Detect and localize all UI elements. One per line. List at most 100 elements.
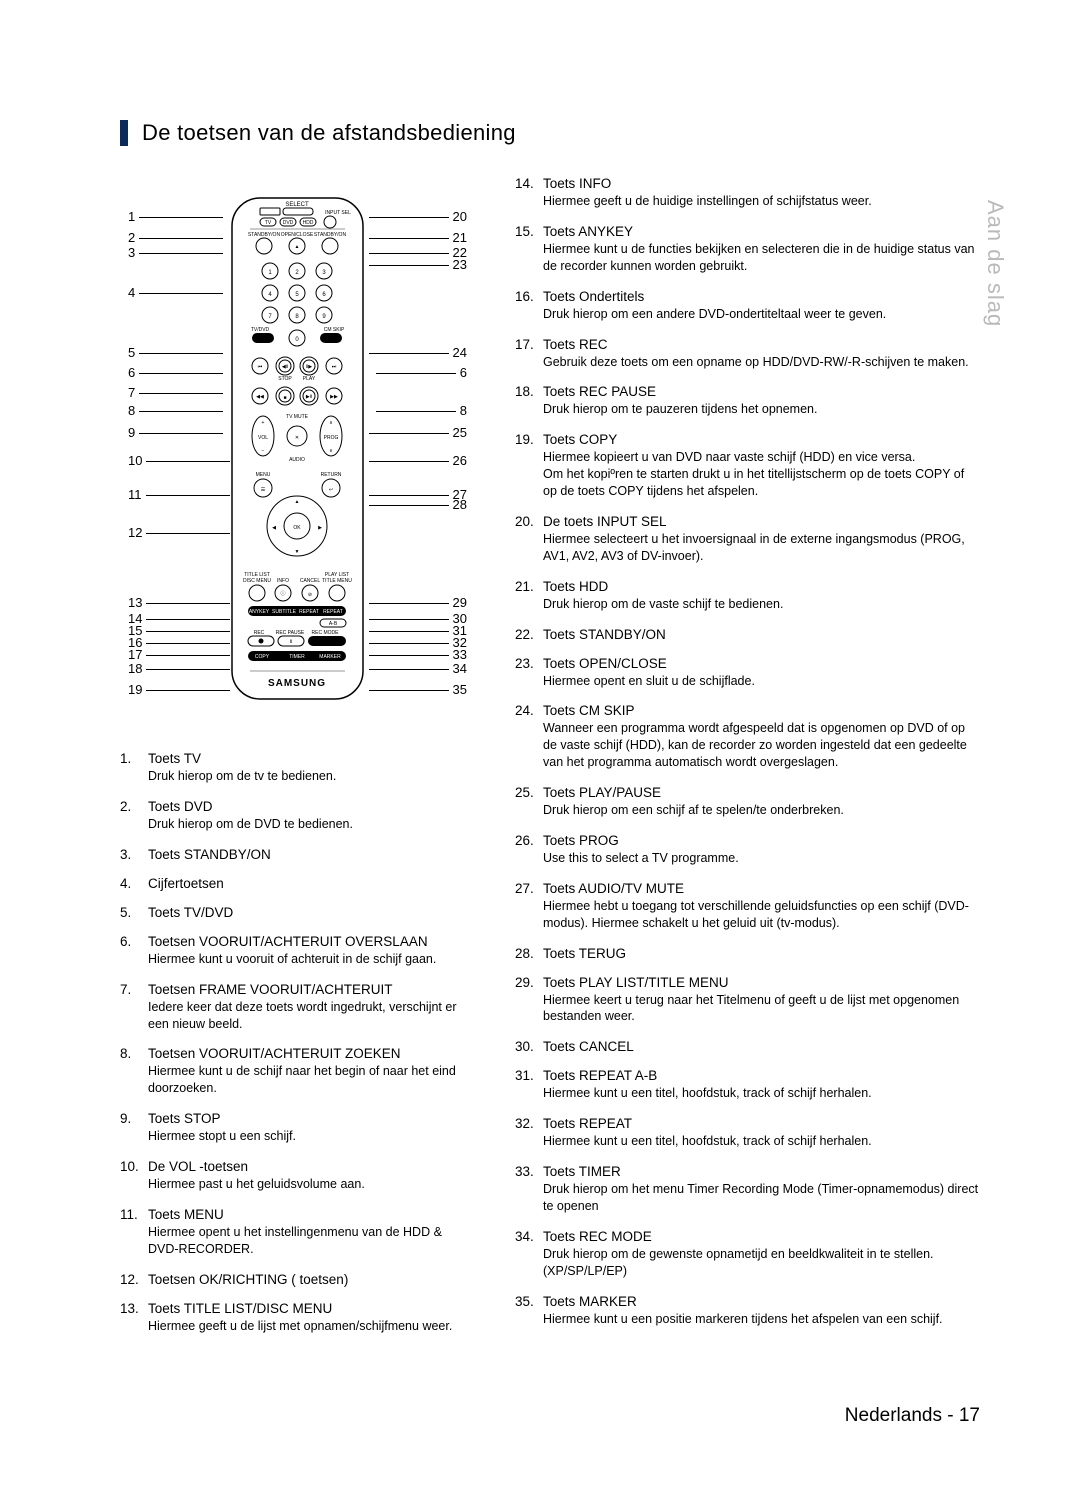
key-number: 25. — [515, 785, 534, 800]
callout-left-19: 19 — [128, 683, 230, 696]
svg-text:TIMER: TIMER — [289, 654, 305, 660]
key-title: Toetsen VOORUIT/ACHTERUIT OVERSLAAN — [148, 934, 475, 949]
key-number: 17. — [515, 337, 534, 352]
key-number: 10. — [120, 1159, 139, 1174]
callout-left-12: 12 — [128, 526, 230, 539]
key-number: 12. — [120, 1272, 139, 1287]
svg-text:◀◀: ◀◀ — [256, 394, 264, 400]
column-right: 14.Toets INFOHiermee geeft u de huidige … — [515, 176, 980, 1349]
key-title: De VOL -toetsen — [148, 1159, 475, 1174]
key-item: 26.Toets PROGUse this to select a TV pro… — [515, 833, 980, 867]
key-title: Toets DVD — [148, 799, 475, 814]
key-description: Hiermee kunt u de schijf naar het begin … — [148, 1063, 475, 1097]
key-title: Toets INFO — [543, 176, 980, 191]
svg-text:STANDBY/ON: STANDBY/ON — [314, 232, 347, 238]
key-description: Hiermee geeft u de huidige instellingen … — [543, 193, 980, 210]
key-description: Druk hierop om een andere DVD-ondertitel… — [543, 306, 980, 323]
callout-right-25: 25 — [369, 426, 467, 439]
svg-text:A-B: A-B — [329, 621, 338, 627]
svg-text:▲: ▲ — [295, 499, 300, 505]
svg-text:Ⅱ: Ⅱ — [290, 639, 292, 645]
callout-right-35: 35 — [369, 683, 467, 696]
key-item: 6. Toetsen VOORUIT/ACHTERUIT OVERSLAAN Hie… — [120, 934, 475, 968]
key-number: 6. — [120, 934, 131, 949]
callout-left-8: 8 — [128, 404, 223, 417]
callout-left-6: 6 — [128, 366, 223, 379]
svg-text:⏮: ⏮ — [258, 364, 263, 370]
key-item: 32.Toets REPEATHiermee kunt u een titel,… — [515, 1116, 980, 1150]
svg-text:OK: OK — [293, 525, 301, 531]
svg-text:TV: TV — [265, 220, 272, 226]
key-number: 33. — [515, 1164, 534, 1179]
key-number: 26. — [515, 833, 534, 848]
key-title: Toets TERUG — [543, 946, 980, 961]
key-description: Hiermee opent u het instellingenmenu van… — [148, 1224, 475, 1258]
lbl-inputsel: INPUT SEL — [325, 210, 351, 216]
svg-text:MARKER: MARKER — [319, 654, 341, 660]
svg-text:PROG: PROG — [324, 435, 339, 441]
key-list-left: 1.Toets TVDruk hierop om de tv te bedien… — [120, 751, 475, 1335]
key-number: 11. — [120, 1207, 138, 1222]
key-item: 21.Toets HDDDruk hierop om de vaste schi… — [515, 579, 980, 613]
key-description: Hiermee kunt u een titel, hoofdstuk, tra… — [543, 1133, 980, 1150]
key-title: Toets OPEN/CLOSE — [543, 656, 980, 671]
key-number: 28. — [515, 946, 534, 961]
callout-left-7: 7 — [128, 386, 223, 399]
key-description: Hiermee selecteert u het invoersignaal i… — [543, 531, 980, 565]
key-item: 12.Toetsen OK/RICHTING ( toetsen) — [120, 1272, 475, 1287]
key-title: Toets Ondertitels — [543, 289, 980, 304]
svg-text:STANDBY/ON: STANDBY/ON — [248, 232, 281, 238]
key-number: 19. — [515, 432, 534, 447]
key-item: 35.Toets MARKERHiermee kunt u een positi… — [515, 1294, 980, 1328]
key-number: 24. — [515, 703, 534, 718]
key-item: 8.Toetsen VOORUIT/ACHTERUIT ZOEKENHierme… — [120, 1046, 475, 1097]
svg-text:▶▶: ▶▶ — [330, 394, 338, 400]
key-number: 30. — [515, 1039, 534, 1054]
svg-text:▶Ⅱ: ▶Ⅱ — [306, 394, 312, 400]
key-title: Toets REC — [543, 337, 980, 352]
callout-right-24: 24 — [369, 346, 467, 359]
svg-text:◀: ◀ — [272, 525, 276, 531]
key-item: 27.Toets AUDIO/TV MUTEHiermee hebt u toe… — [515, 881, 980, 932]
key-number: 35. — [515, 1294, 534, 1309]
remote-svg: SELECT INPUT SEL TV DVD HDD STANDBY/ON O… — [230, 196, 365, 701]
column-left: 12345678910111213141516171819 2021222324… — [120, 176, 475, 1349]
key-title: Toets STOP — [148, 1111, 475, 1126]
key-description: Hiermee kunt u een positie markeren tijd… — [543, 1311, 980, 1328]
key-title: Toetsen VOORUIT/ACHTERUIT ZOEKEN — [148, 1046, 475, 1061]
key-item: 1.Toets TVDruk hierop om de tv te bedien… — [120, 751, 475, 785]
key-item: 2.Toets DVDDruk hierop om de DVD te bedi… — [120, 799, 475, 833]
section-heading: De toetsen van de afstandsbediening — [120, 120, 980, 146]
svg-text:⏭: ⏭ — [332, 364, 337, 370]
svg-text:ⓘ: ⓘ — [280, 590, 285, 597]
callout-right-23: 23 — [369, 258, 467, 271]
key-item: 15.Toets ANYKEYHiermee kunt u de functie… — [515, 224, 980, 275]
callout-right-33: 33 — [369, 648, 467, 661]
key-title: Toets REC MODE — [543, 1229, 980, 1244]
key-description: Druk hierop om het menu Timer Recording … — [543, 1181, 980, 1215]
key-description: Hiermee hebt u toegang tot verschillende… — [543, 898, 980, 932]
svg-text:CM SKIP: CM SKIP — [324, 327, 345, 333]
callout-right-26: 26 — [369, 454, 467, 467]
svg-text:■: ■ — [283, 395, 286, 401]
callout-left-13: 13 — [128, 596, 230, 609]
svg-text:SUBTITLE: SUBTITLE — [272, 609, 297, 615]
svg-text:∧: ∧ — [329, 420, 333, 426]
callout-right-28: 28 — [369, 498, 467, 511]
key-description: Gebruik deze toets om een opname op HDD/… — [543, 354, 980, 371]
callout-left-3: 3 — [128, 246, 223, 259]
svg-text:▼: ▼ — [295, 549, 300, 555]
page-footer: Nederlands - 17 — [845, 1405, 980, 1427]
key-description: Hiermee kunt u vooruit of achteruit in d… — [148, 951, 475, 968]
svg-text:DVD: DVD — [283, 220, 294, 226]
key-title: Toets CM SKIP — [543, 703, 980, 718]
key-description: Hiermee opent en sluit u de schijflade. — [543, 673, 980, 690]
key-title: Toets TIMER — [543, 1164, 980, 1179]
key-title: Toets REPEAT — [543, 1116, 980, 1131]
key-number: 27. — [515, 881, 534, 896]
key-item: 14.Toets INFOHiermee geeft u de huidige … — [515, 176, 980, 210]
svg-text:▲: ▲ — [295, 244, 300, 250]
key-item: 4.Cijfertoetsen — [120, 876, 475, 891]
key-title: Toets STANDBY/ON — [148, 847, 475, 862]
remote-diagram: 12345678910111213141516171819 2021222324… — [120, 176, 475, 721]
